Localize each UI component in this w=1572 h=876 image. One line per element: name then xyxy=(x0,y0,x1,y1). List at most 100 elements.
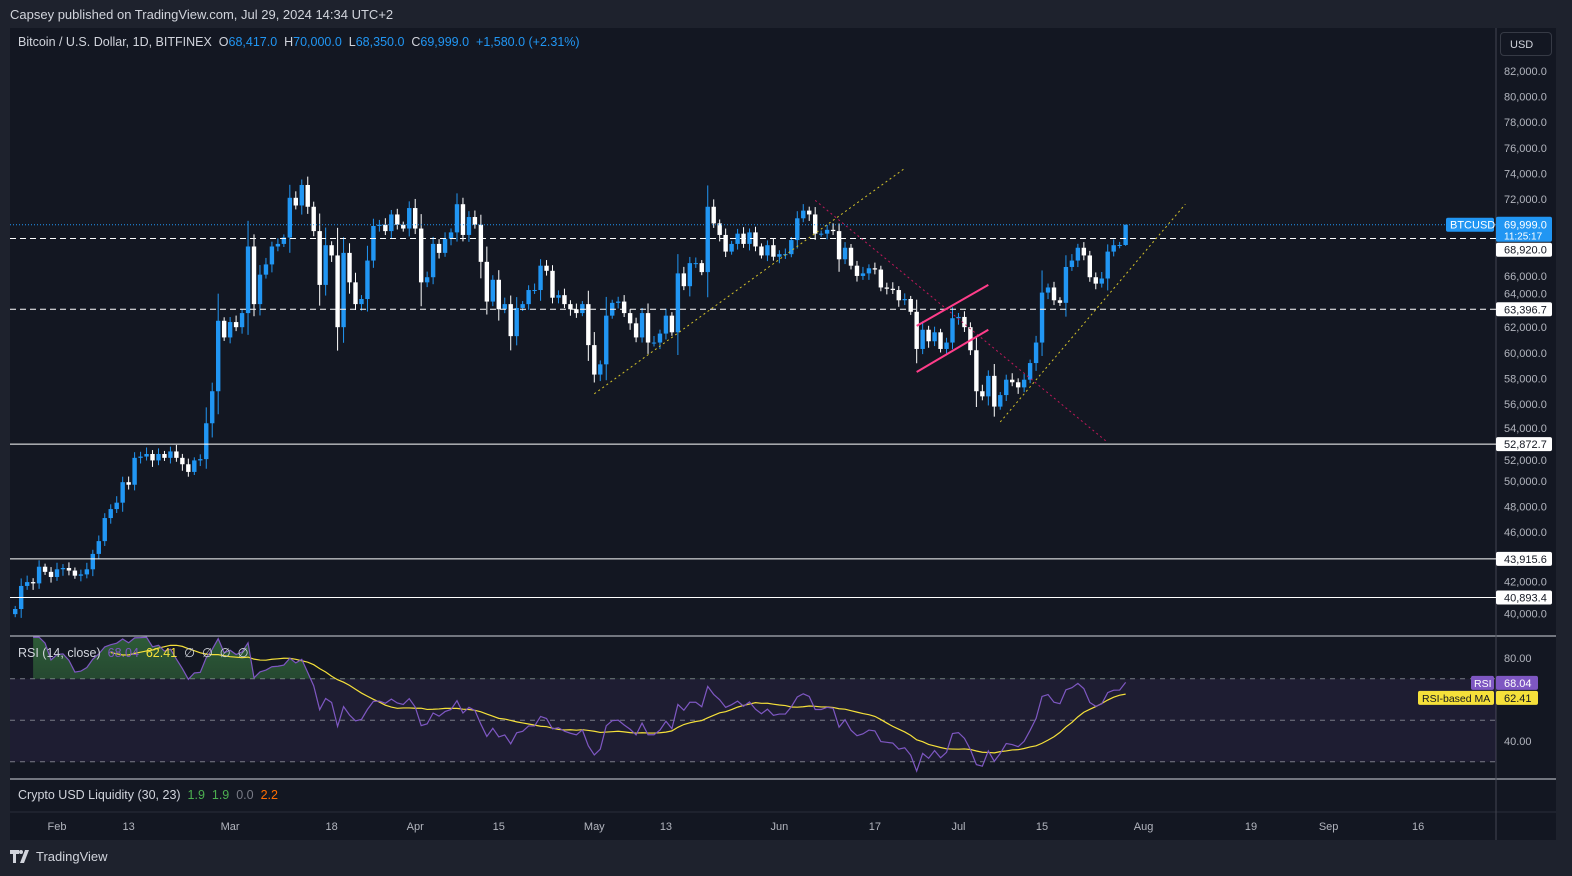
candle-body[interactable] xyxy=(1057,300,1063,303)
candle-body[interactable] xyxy=(812,214,818,234)
candle-body[interactable] xyxy=(848,247,854,266)
candle-body[interactable] xyxy=(1111,245,1116,252)
candle-body[interactable] xyxy=(866,268,872,274)
candle-body[interactable] xyxy=(872,268,878,270)
candle-body[interactable] xyxy=(645,313,651,343)
candle-body[interactable] xyxy=(192,460,197,472)
candle-body[interactable] xyxy=(221,320,227,338)
candle-body[interactable] xyxy=(365,260,370,299)
candle-body[interactable] xyxy=(729,243,734,252)
candle-body[interactable] xyxy=(251,246,257,305)
liquidity-legend[interactable]: Crypto USD Liquidity (30, 23) 1.9 1.9 0.… xyxy=(18,788,278,802)
candle-body[interactable] xyxy=(1123,224,1128,245)
candle-body[interactable] xyxy=(711,206,716,224)
candle-body[interactable] xyxy=(1099,278,1104,284)
candle-body[interactable] xyxy=(586,304,591,346)
candle-body[interactable] xyxy=(1027,363,1033,380)
candle-body[interactable] xyxy=(627,313,633,324)
candle-body[interactable] xyxy=(174,451,179,458)
candle-body[interactable] xyxy=(974,350,979,392)
candle-body[interactable] xyxy=(383,224,388,232)
candle-body[interactable] xyxy=(1033,342,1039,364)
candle-body[interactable] xyxy=(896,290,901,301)
candle-body[interactable] xyxy=(777,254,782,257)
candle-body[interactable] xyxy=(950,318,955,343)
candle-body[interactable] xyxy=(968,327,973,351)
candle-body[interactable] xyxy=(914,311,919,349)
candle-body[interactable] xyxy=(735,233,740,244)
candle-body[interactable] xyxy=(245,246,251,314)
candle-body[interactable] xyxy=(448,232,454,239)
candle-body[interactable] xyxy=(538,265,543,291)
tradingview-brand[interactable]: TradingView xyxy=(36,849,108,864)
candle-body[interactable] xyxy=(389,214,394,232)
candle-body[interactable] xyxy=(1075,247,1081,261)
trendline-yellow[interactable] xyxy=(594,167,906,395)
candle-body[interactable] xyxy=(615,301,621,303)
trendline-pink[interactable] xyxy=(916,328,989,373)
candle-body[interactable] xyxy=(1087,255,1093,278)
candle-body[interactable] xyxy=(502,304,507,310)
candle-body[interactable] xyxy=(574,309,579,314)
candle-body[interactable] xyxy=(180,457,185,465)
candle-body[interactable] xyxy=(42,566,48,572)
trendline-red[interactable] xyxy=(814,199,1109,443)
candle-body[interactable] xyxy=(1045,287,1051,293)
symbol-title[interactable]: Bitcoin / U.S. Dollar, 1D, BITFINEX xyxy=(18,35,212,49)
candle-body[interactable] xyxy=(377,224,382,226)
candle-body[interactable] xyxy=(836,231,842,260)
candle-body[interactable] xyxy=(818,233,824,235)
candle-body[interactable] xyxy=(580,304,585,314)
candle-body[interactable] xyxy=(126,482,131,485)
candle-body[interactable] xyxy=(890,288,895,291)
candle-body[interactable] xyxy=(454,204,460,233)
candle-body[interactable] xyxy=(162,453,167,458)
candle-body[interactable] xyxy=(932,332,937,342)
candle-body[interactable] xyxy=(138,456,143,458)
candle-body[interactable] xyxy=(753,232,758,247)
candle-body[interactable] xyxy=(150,453,155,461)
candle-body[interactable] xyxy=(920,329,925,349)
candle-body[interactable] xyxy=(413,208,418,229)
candle-body[interactable] xyxy=(986,375,991,397)
candle-body[interactable] xyxy=(681,273,687,287)
currency-button[interactable]: USD xyxy=(1500,32,1552,56)
candle-body[interactable] xyxy=(442,238,448,253)
candle-body[interactable] xyxy=(824,229,830,234)
candle-body[interactable] xyxy=(550,270,555,298)
candle-body[interactable] xyxy=(102,518,107,542)
candle-body[interactable] xyxy=(860,273,866,276)
candle-body[interactable] xyxy=(514,307,519,337)
candle-body[interactable] xyxy=(484,261,490,302)
candle-body[interactable] xyxy=(472,217,478,225)
candle-body[interactable] xyxy=(771,245,776,257)
candle-body[interactable] xyxy=(669,315,675,333)
candle-body[interactable] xyxy=(13,609,18,615)
candle-body[interactable] xyxy=(114,502,119,510)
candle-body[interactable] xyxy=(215,320,221,392)
candle-body[interactable] xyxy=(78,574,84,576)
candle-body[interactable] xyxy=(520,304,525,308)
candle-body[interactable] xyxy=(651,342,657,344)
candle-body[interactable] xyxy=(204,423,209,460)
candle-body[interactable] xyxy=(66,568,72,571)
candle-body[interactable] xyxy=(1004,379,1009,396)
candle-body[interactable] xyxy=(1069,260,1075,267)
candle-body[interactable] xyxy=(227,322,233,338)
candle-body[interactable] xyxy=(1093,277,1098,284)
candle-body[interactable] xyxy=(568,304,573,310)
candle-body[interactable] xyxy=(795,218,800,241)
candle-body[interactable] xyxy=(526,290,531,305)
candle-body[interactable] xyxy=(347,252,352,283)
candle-body[interactable] xyxy=(854,265,860,276)
candle-body[interactable] xyxy=(60,568,66,570)
candle-body[interactable] xyxy=(1117,244,1122,246)
candle-body[interactable] xyxy=(926,329,931,342)
candle-body[interactable] xyxy=(424,277,430,283)
candle-body[interactable] xyxy=(198,459,203,461)
candle-body[interactable] xyxy=(36,566,42,584)
candle-body[interactable] xyxy=(353,282,358,305)
candle-body[interactable] xyxy=(592,345,597,375)
candle-body[interactable] xyxy=(980,391,985,397)
candle-body[interactable] xyxy=(956,316,961,319)
